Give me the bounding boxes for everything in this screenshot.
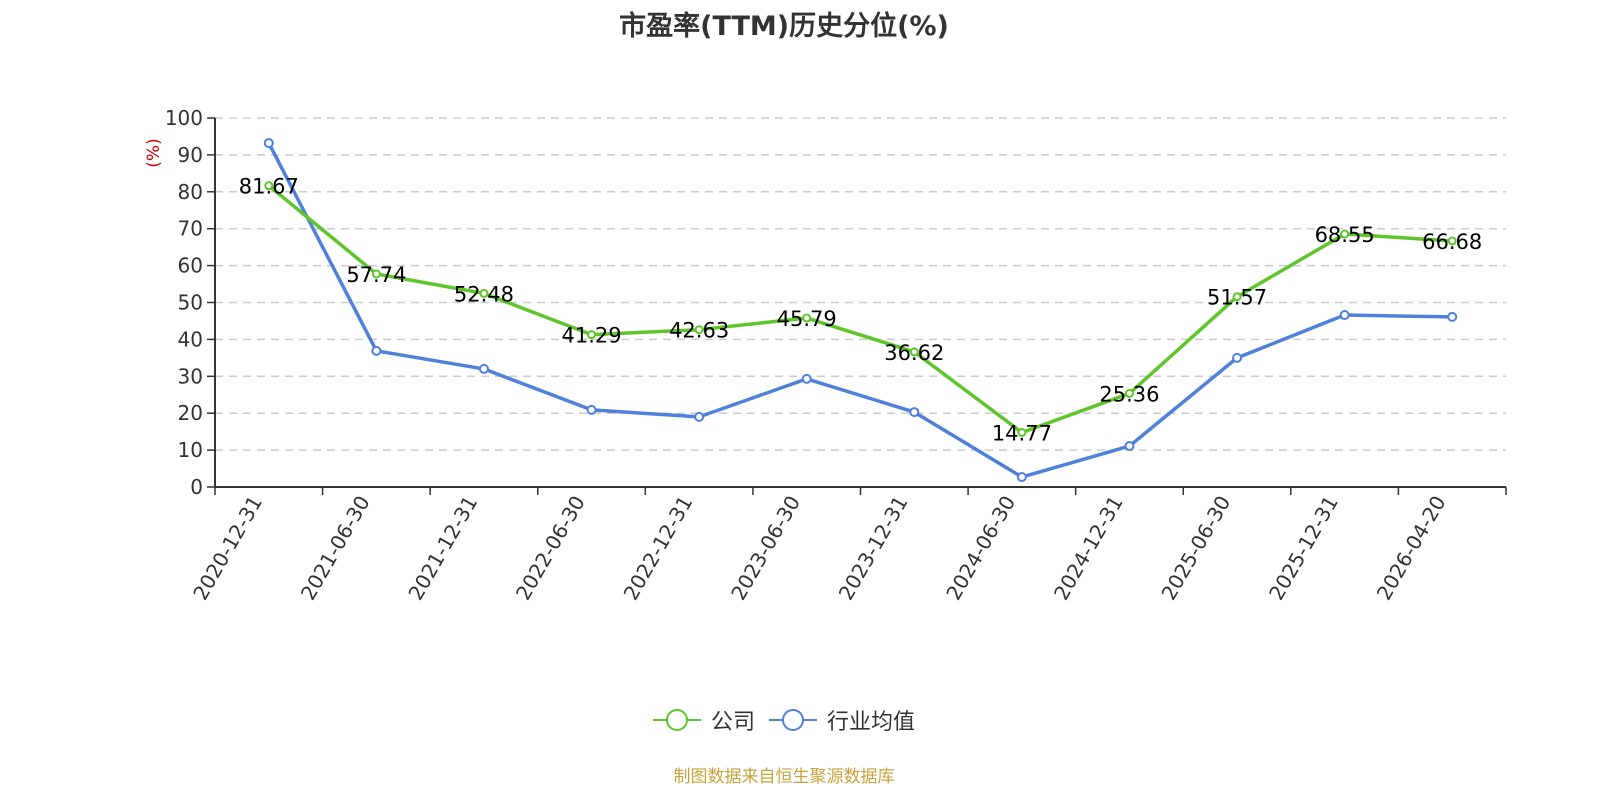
data-point[interactable]	[1232, 352, 1243, 363]
data-label: 81.67	[239, 175, 299, 199]
x-tick-label: 2024-12-31	[1049, 492, 1128, 605]
x-tick-label: 2025-12-31	[1264, 492, 1343, 605]
legend-label-industry-average: 行业均值	[827, 710, 916, 735]
data-label: 36.62	[884, 341, 944, 365]
y-tick-label: 20	[178, 401, 203, 425]
data-label: 68.55	[1315, 223, 1375, 247]
y-tick-label: 50	[178, 291, 203, 315]
data-label: 51.57	[1207, 286, 1267, 310]
legend-item-industry-average[interactable]: 行业均值	[769, 704, 915, 736]
y-tick-label: 90	[178, 143, 203, 167]
data-point[interactable]	[694, 325, 704, 335]
x-tick-label: 2021-06-30	[296, 492, 375, 605]
x-tick-label: 2023-12-31	[834, 492, 913, 605]
y-tick-label: 10	[178, 438, 203, 462]
x-tick-label: 2022-06-30	[511, 492, 590, 605]
y-tick-label: 70	[178, 217, 203, 241]
legend-industry-line-circle-icon	[769, 709, 817, 731]
data-source-note: 制图数据来自恒生聚源数据库	[673, 767, 895, 787]
industry-average-line	[267, 142, 1453, 479]
data-point[interactable]	[264, 181, 274, 191]
data-label: 42.63	[669, 319, 729, 343]
data-point[interactable]	[371, 345, 382, 356]
data-label: 25.36	[1099, 382, 1159, 406]
legend-company-line-circle-icon	[652, 709, 701, 731]
data-label: 57.74	[346, 263, 406, 287]
x-tick-label: 2024-06-30	[941, 492, 1020, 605]
chart-title: 市盈率(TTM)历史分位(%)	[619, 11, 949, 42]
data-point[interactable]	[1016, 472, 1027, 483]
data-point[interactable]	[371, 269, 381, 279]
x-tick-label: 2025-06-30	[1156, 492, 1235, 605]
x-axis: 2020-12-31 2021-06-30 2021-12-31 2022-06-30…	[188, 486, 1507, 605]
y-tick-label: 100	[165, 106, 203, 130]
legend-item-company[interactable]: 公司	[652, 704, 755, 736]
data-point[interactable]	[263, 138, 274, 149]
y-axis-unit: (%)	[144, 138, 164, 167]
data-point[interactable]	[586, 404, 597, 415]
data-point[interactable]	[1340, 229, 1350, 239]
legend: 公司 行业均值	[0, 704, 1568, 736]
data-point[interactable]	[1124, 388, 1134, 398]
x-tick-label: 2022-12-31	[619, 492, 698, 605]
data-point[interactable]	[909, 347, 919, 357]
x-tick-label: 2021-12-31	[403, 492, 482, 605]
y-tick-label: 40	[178, 327, 203, 351]
y-tick-label: 30	[178, 364, 203, 388]
data-point[interactable]	[1124, 441, 1135, 452]
data-point[interactable]	[694, 411, 705, 422]
data-label: 14.77	[992, 421, 1052, 445]
grid-lines	[215, 117, 1506, 451]
data-point[interactable]	[1447, 236, 1457, 246]
data-point[interactable]	[1232, 292, 1242, 302]
y-tick-label: 0	[190, 475, 203, 499]
y-axis: 0 10 20 30 40 50 60 70 80 90 100	[165, 106, 216, 499]
data-point[interactable]	[909, 407, 920, 418]
data-point[interactable]	[1447, 311, 1458, 322]
x-tick-label: 2020-12-31	[188, 492, 267, 605]
y-tick-label: 60	[178, 254, 203, 278]
data-point[interactable]	[801, 373, 812, 384]
y-tick-label: 80	[178, 180, 203, 204]
x-tick-label: 2023-06-30	[726, 492, 805, 605]
series-lines	[263, 138, 1458, 483]
data-label: 66.68	[1422, 230, 1482, 254]
data-label: 52.48	[454, 282, 514, 306]
data-point[interactable]	[1339, 310, 1350, 321]
data-point[interactable]	[587, 330, 597, 340]
legend-label-company: 公司	[710, 710, 755, 735]
x-tick-label: 2026-04-20	[1372, 492, 1451, 605]
data-labels: 81.67 57.74 52.48 41.29 42.63 45.79 36.62 14.77…	[239, 175, 1483, 446]
data-point[interactable]	[479, 288, 489, 298]
data-point[interactable]	[802, 313, 812, 323]
data-label: 41.29	[561, 324, 621, 348]
data-point[interactable]	[478, 363, 489, 374]
data-point[interactable]	[1017, 427, 1027, 437]
company-line	[267, 184, 1453, 435]
data-label: 45.79	[777, 307, 837, 331]
